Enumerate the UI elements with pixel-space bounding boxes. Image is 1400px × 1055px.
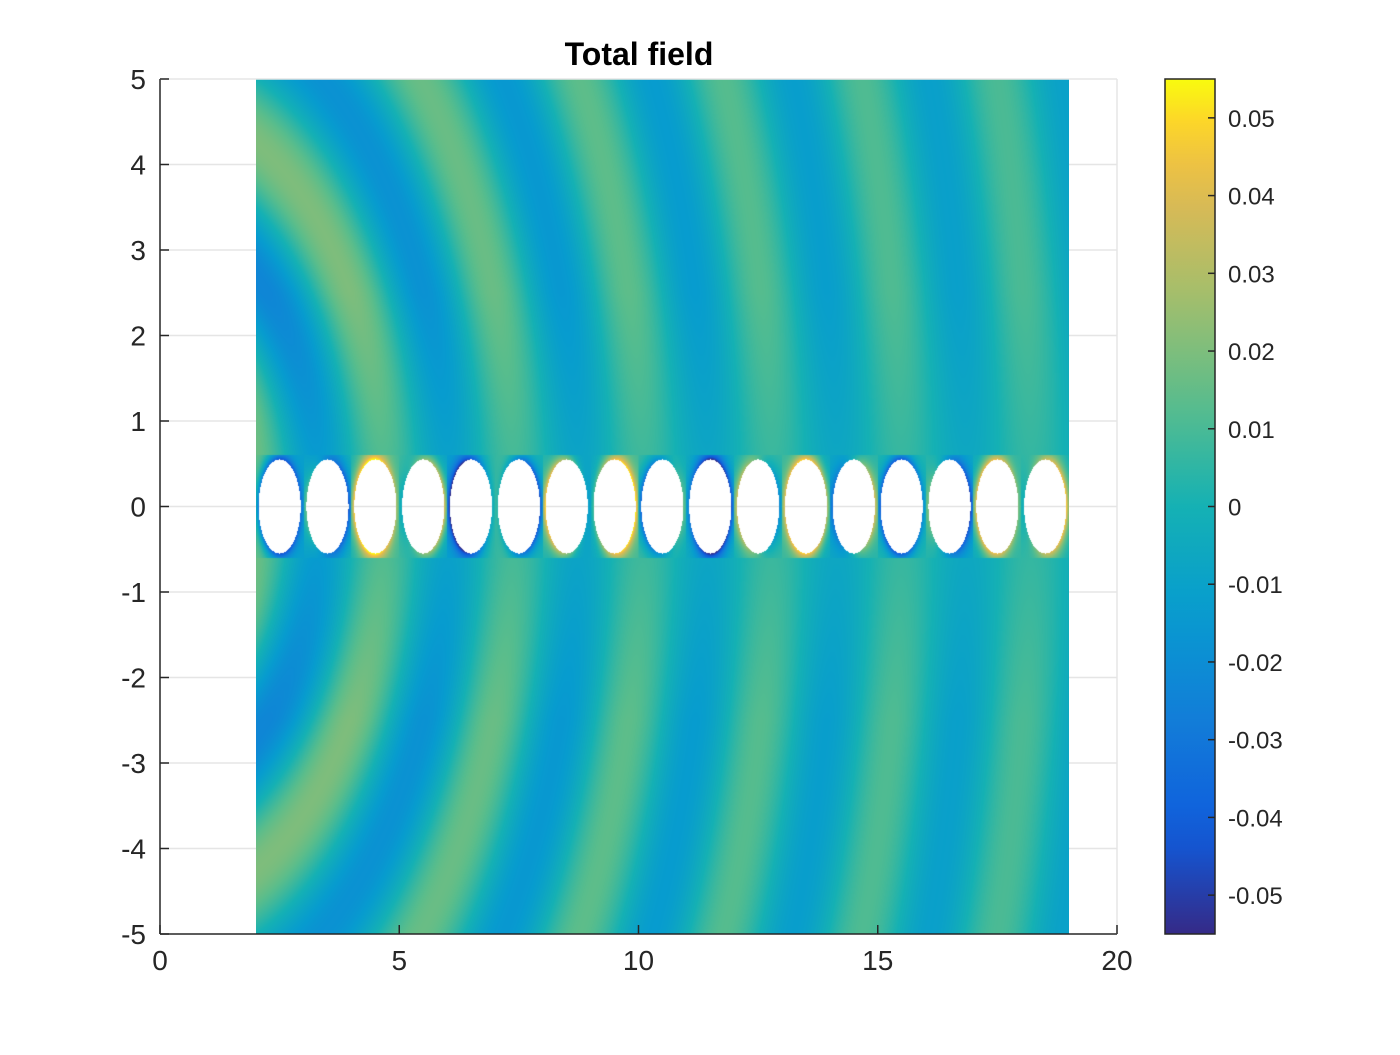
colorbar-tick-label: 0.04 [1228,184,1275,211]
x-tick-label: 10 [623,945,654,976]
colorbar-tick-label: 0.05 [1228,106,1275,133]
x-tick-label: 15 [862,945,893,976]
y-tick-label: 4 [130,150,146,181]
colorbar-tick-label: -0.03 [1228,728,1283,755]
colorbar-tick-label: -0.04 [1228,805,1283,832]
y-tick-label: 3 [130,235,146,266]
chart-title: Total field [564,36,714,72]
colorbar-tick-label: 0.01 [1228,417,1275,444]
colorbar-tick-label: -0.05 [1228,883,1283,910]
x-tick-label: 0 [152,945,168,976]
y-tick-label: -5 [121,919,146,950]
y-tick-label: -1 [121,577,146,608]
y-tick-label: -4 [121,834,146,865]
colorbar-tick-label: 0.02 [1228,339,1275,366]
y-tick-label: -3 [121,748,146,779]
y-tick-label: 0 [130,492,146,523]
x-tick-label: 5 [391,945,407,976]
y-tick-label: 5 [130,64,146,95]
colorbar-tick-label: -0.02 [1228,650,1283,677]
x-tick-label: 20 [1101,945,1132,976]
colorbar-tick-label: -0.01 [1228,572,1283,599]
y-tick-label: 2 [130,321,146,352]
colorbar-tick-label: 0.03 [1228,261,1275,288]
y-tick-label: 1 [130,406,146,437]
field-heatmap [256,79,1069,934]
colorbar [1164,78,1216,935]
y-tick-label: -2 [121,663,146,694]
colorbar-tick-label: 0 [1228,495,1241,522]
